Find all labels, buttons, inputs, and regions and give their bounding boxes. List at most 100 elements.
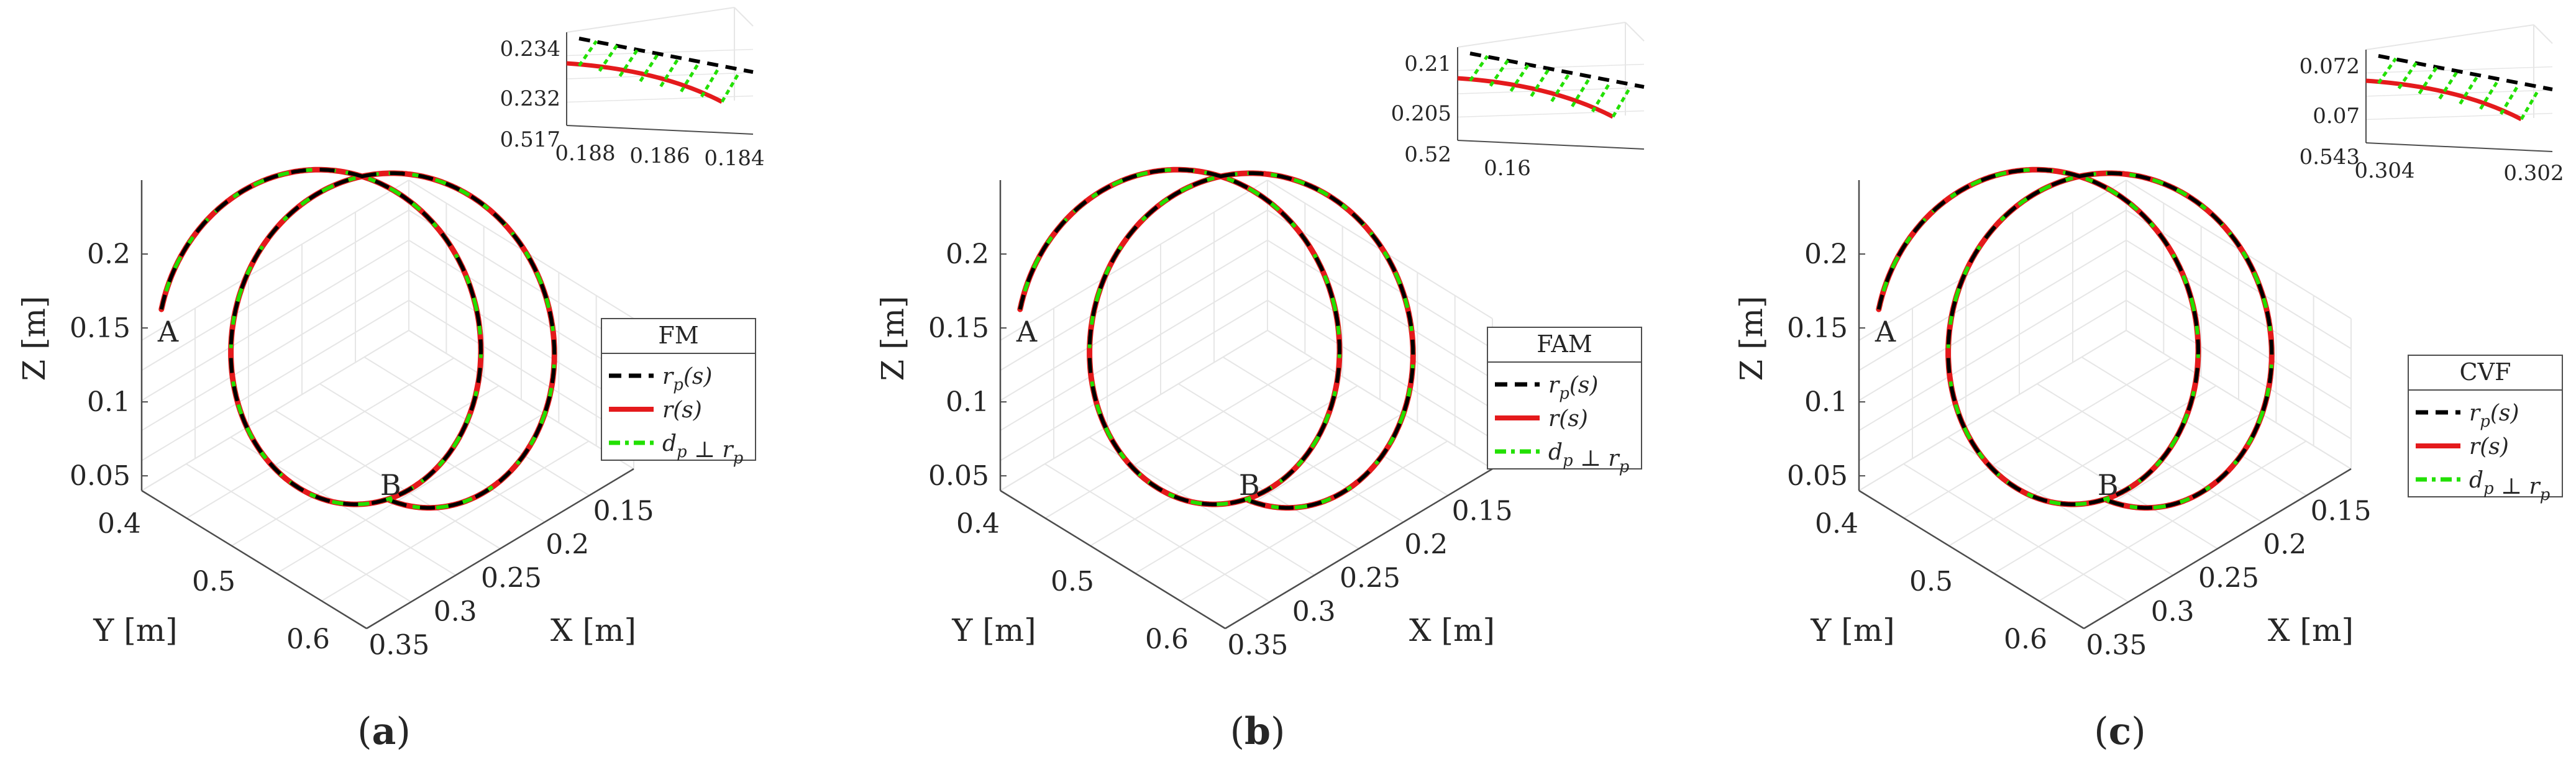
x-tick-label: 0.25 — [2198, 563, 2259, 594]
inset-z-tick-label: 0.072 — [2300, 54, 2360, 79]
z-axis-title: Z [m] — [875, 296, 911, 381]
inset-perpendicular-segment — [2519, 88, 2541, 120]
inset-grid — [1457, 22, 1626, 48]
floor-grid-x — [1133, 410, 1359, 550]
inset-z-tick-label: 0.232 — [500, 86, 560, 111]
y-axis-title: Y [m] — [1810, 612, 1894, 648]
wall-grid-z — [1858, 179, 2127, 341]
inset-x-tick-label: 0.184 — [704, 146, 764, 171]
inset-x-tick-label: 0.16 — [1484, 156, 1531, 181]
wall-grid-z — [1000, 299, 1268, 461]
y-tick-label: 0.4 — [956, 508, 1000, 540]
floor-grid-x — [275, 410, 501, 550]
floor-grid-y — [1044, 357, 1313, 519]
floor-grid-x — [1222, 356, 1448, 496]
inset-grid — [1457, 110, 1645, 118]
inset-x-tick-label: 0.186 — [629, 143, 690, 168]
x-tick-label: 0.35 — [2086, 629, 2147, 661]
inset-y-tick-label: 0.543 — [2300, 145, 2360, 170]
inset-perpendicular-segment — [1550, 73, 1571, 102]
wall-grid-z — [141, 179, 409, 341]
wall-grid-z — [1858, 330, 2127, 491]
point-label-a: A — [157, 315, 179, 348]
inset-series-reference — [2378, 54, 2553, 91]
z-tick-label: 0.2 — [1804, 238, 1848, 270]
floor-grid-y — [231, 385, 500, 547]
floor-grid-y — [321, 440, 590, 602]
inset-zoom: 0.21 0.205 0.52 0.16 — [1391, 22, 1645, 181]
floor-grid-x — [2081, 356, 2307, 496]
legend-entry-label: rp(s) — [2469, 401, 2519, 431]
inset-series-reference — [578, 37, 754, 74]
inset-z-tick-label: 0.21 — [1404, 52, 1451, 76]
z-tick-label: 0.15 — [928, 312, 989, 344]
floor-grid-y — [1903, 357, 2172, 519]
floor-grid-y — [186, 357, 454, 519]
inset-y-tick-label: 0.517 — [500, 127, 560, 152]
inset-perpendicular-segment — [2377, 57, 2398, 84]
inset-perpendicular-segment — [680, 62, 700, 93]
inset-z-tick-label: 0.205 — [1391, 101, 1451, 126]
legend-entry-label: r(s) — [2469, 434, 2509, 460]
panel-a: 0.35 0.3 0.25 0.2 0.15 0.4 0.5 0.6 0.05 0.1 0.15 0.… — [0, 0, 859, 762]
wall-grid-z — [141, 209, 409, 371]
x-tick-label: 0.3 — [2151, 596, 2195, 627]
floor-grid-x — [1178, 383, 1404, 523]
x-axis-title: X [m] — [550, 612, 636, 648]
floor-grid-y — [276, 412, 544, 574]
series-perpendicular-dp — [1876, 168, 2274, 510]
z-tick-label: 0.05 — [1787, 460, 1848, 492]
series-actual-r — [1017, 166, 1416, 511]
x-tick-label: 0.2 — [546, 529, 589, 561]
legend-title: FM — [658, 322, 698, 349]
inset-grid — [566, 7, 735, 33]
y-tick-label: 0.6 — [1145, 624, 1189, 655]
wall-grid-z — [141, 299, 409, 461]
y-axis-title: Y [m] — [93, 612, 177, 648]
y-tick-label: 0.5 — [1909, 566, 1953, 597]
legend-entry-label: rp(s) — [1548, 373, 1598, 403]
x-tick-label: 0.25 — [481, 563, 542, 594]
inset-perpendicular-segment — [1591, 81, 1612, 112]
inset-x-tick-label: 0.188 — [555, 141, 615, 166]
legend-title: FAM — [1537, 330, 1592, 358]
floor-grid-y — [1993, 412, 2262, 574]
legend-entry-label: r(s) — [1548, 406, 1588, 432]
z-tick-label: 0.2 — [946, 238, 989, 270]
x-tick-label: 0.2 — [2263, 529, 2306, 561]
inset-x-tick-label: 0.302 — [2503, 161, 2564, 186]
x-axis-line — [2083, 468, 2352, 630]
z-tick-label: 0.1 — [1804, 386, 1848, 418]
floor-grid-y — [2039, 440, 2307, 602]
inset-perpendicular-segment — [1468, 55, 1489, 82]
series-actual-r — [1876, 166, 2275, 511]
inset-y-tick-label: 0.52 — [1404, 142, 1451, 167]
inset-perpendicular-segment — [2418, 66, 2438, 94]
wall-grid-z — [1000, 179, 1268, 341]
inset-grid — [2533, 24, 2553, 44]
x-axis-line — [1225, 468, 1493, 630]
wall-grid-z — [1000, 270, 1268, 432]
wall-grid-z — [1000, 239, 1268, 401]
y-tick-label: 0.4 — [1815, 508, 1858, 540]
z-tick-label: 0.1 — [946, 386, 989, 418]
panel-label: (b) — [1230, 710, 1286, 753]
inset-perpendicular-segment — [720, 71, 741, 103]
y-axis-line — [1858, 489, 2085, 630]
inset-grid — [734, 7, 754, 27]
z-tick-label: 0.2 — [87, 238, 130, 270]
inset-series-actual — [566, 61, 723, 104]
legend-entry-label: dp ⊥ rp — [662, 431, 743, 468]
inset-grid — [2365, 24, 2534, 50]
wall-grid-z — [141, 270, 409, 432]
floor-grid-y — [1090, 385, 1358, 547]
y-tick-label: 0.4 — [98, 508, 141, 540]
inset-perpendicular-segment — [1509, 63, 1530, 92]
inset-perpendicular-segment — [1530, 68, 1550, 98]
inset-perpendicular-segment — [577, 40, 598, 67]
floor-grid-x — [319, 383, 546, 523]
y-tick-label: 0.5 — [192, 566, 235, 597]
inset-z-tick-label: 0.234 — [500, 37, 560, 61]
inset-perpendicular-segment — [639, 53, 659, 83]
